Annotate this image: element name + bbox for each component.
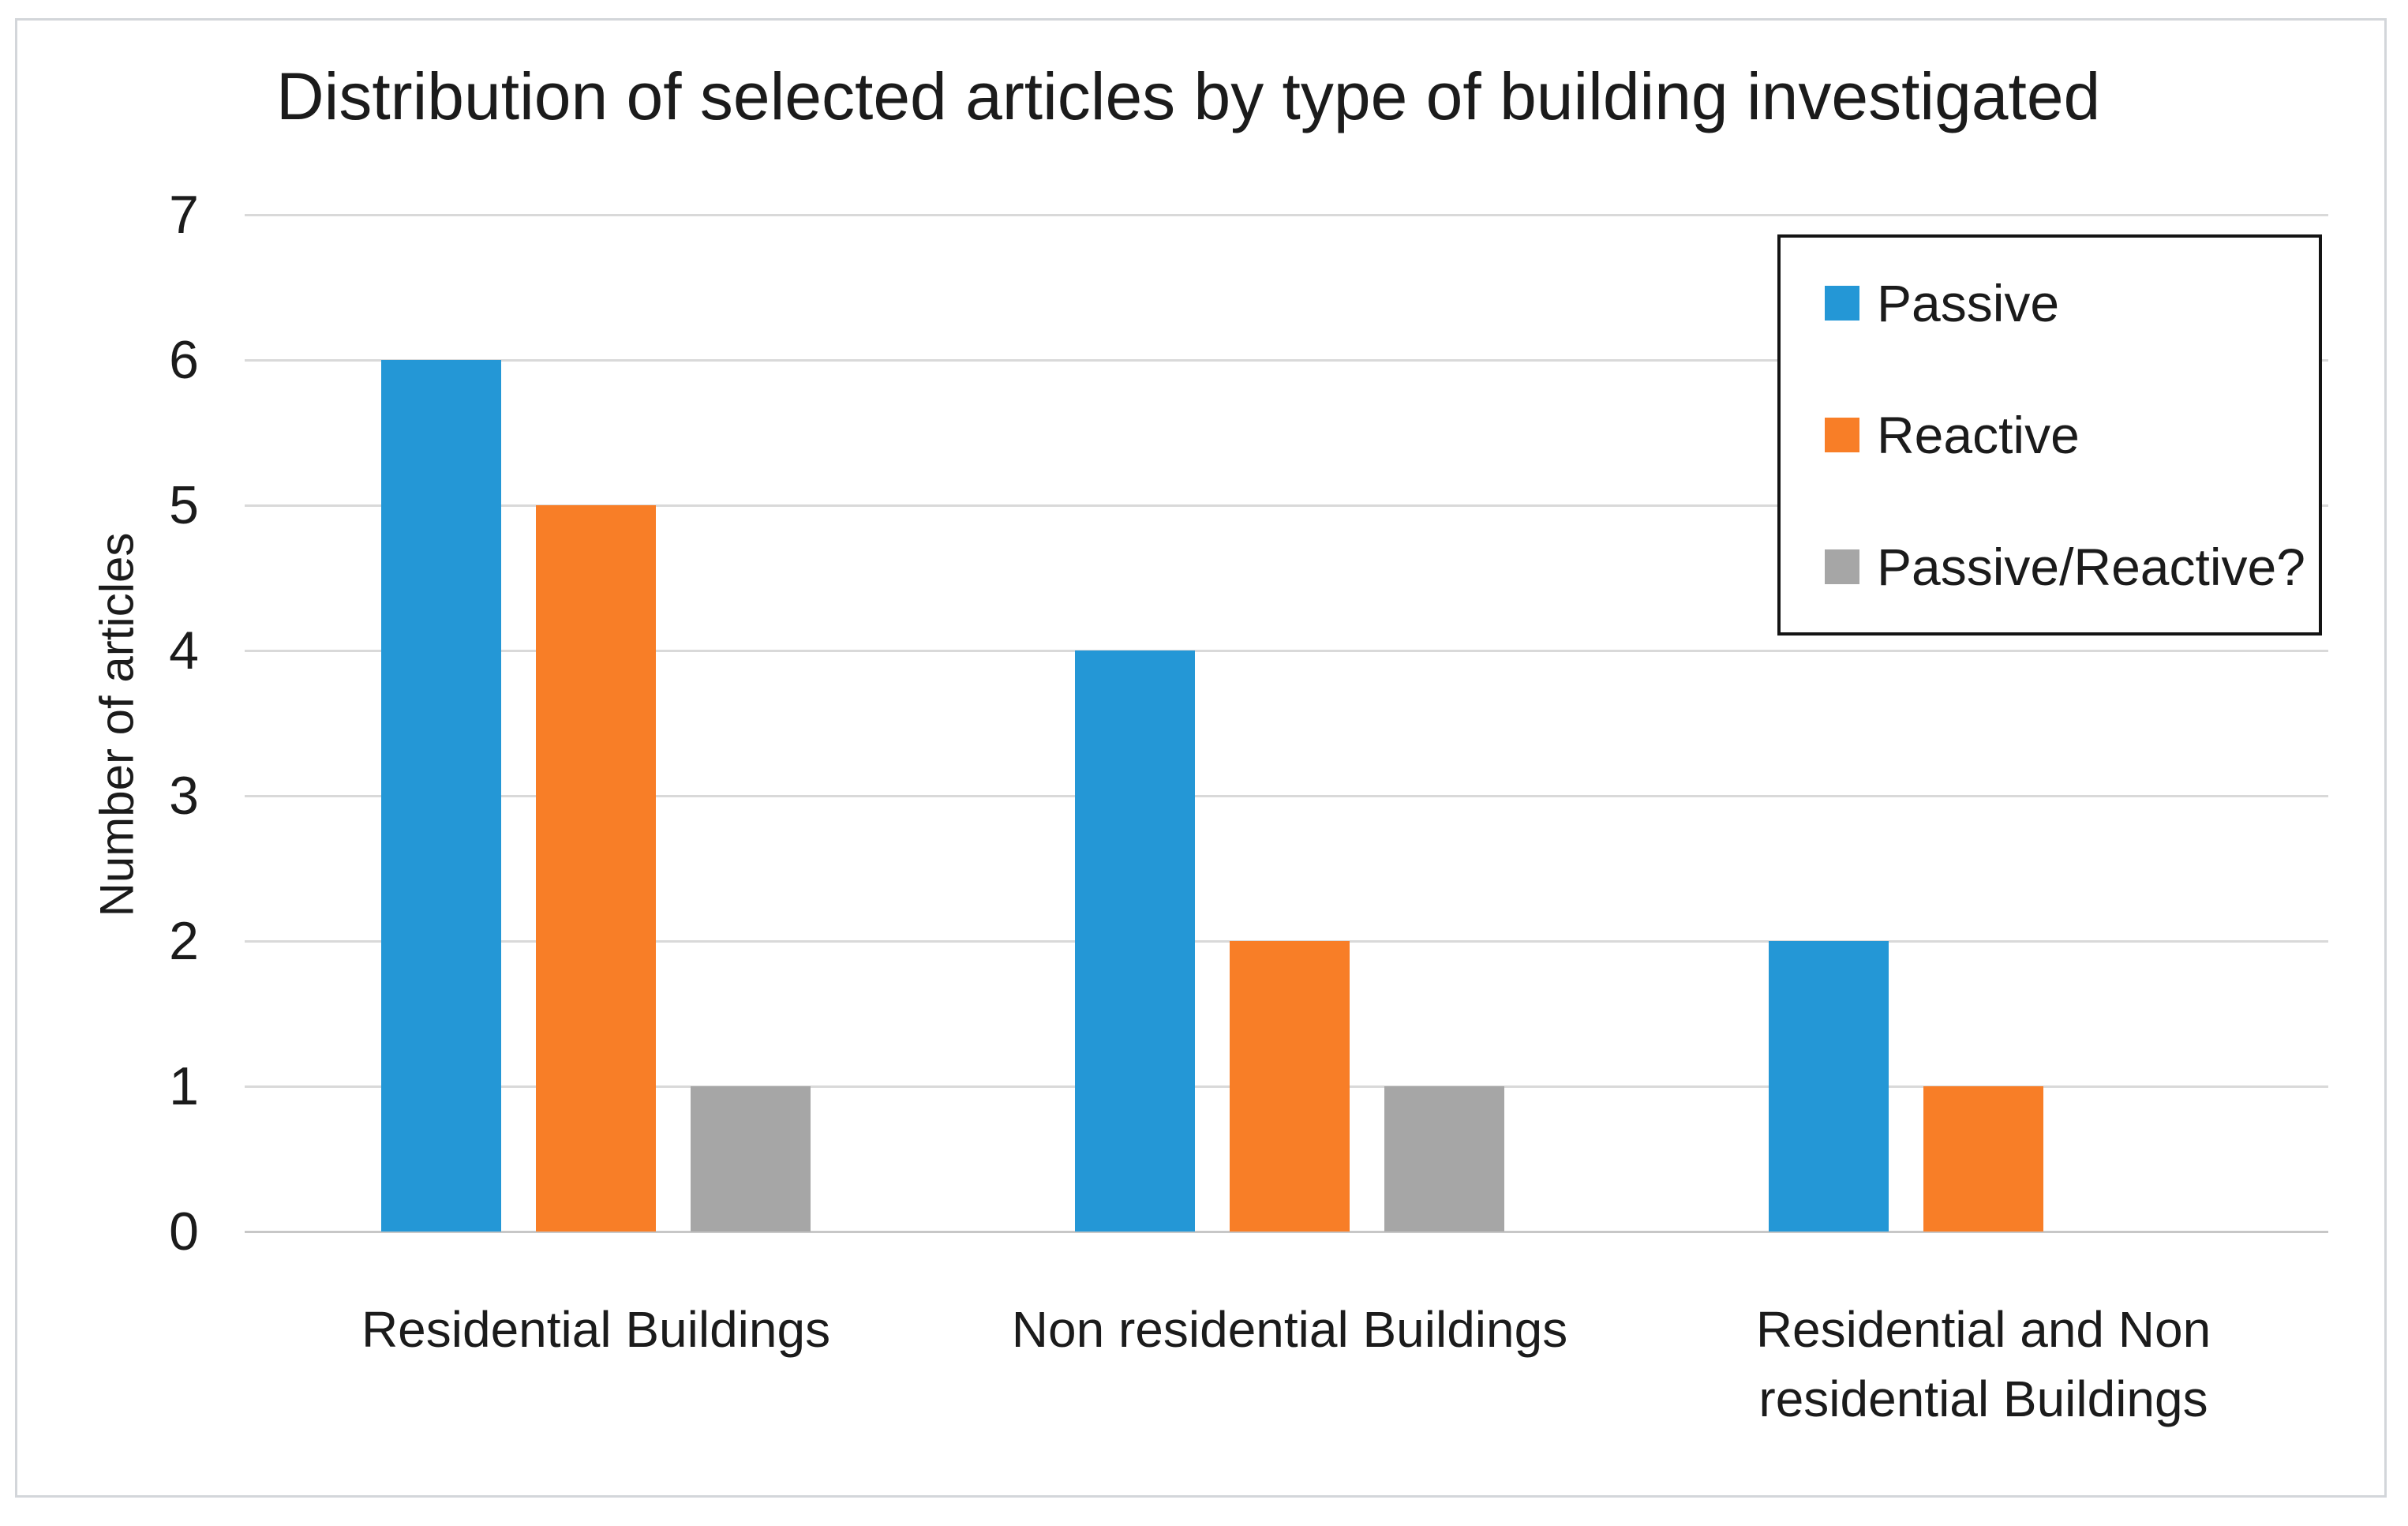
x-category-label: Non residential Buildings — [1011, 1301, 1568, 1358]
legend-swatch-passive — [1825, 286, 1859, 321]
gridline-y3 — [245, 795, 2328, 797]
x-category-label: Residential Buildings — [361, 1301, 831, 1358]
y-tick-label: 5 — [169, 475, 199, 535]
bar-reactive — [536, 505, 656, 1232]
legend-swatch-passive-reactive- — [1825, 549, 1859, 584]
gridline-y7 — [245, 214, 2328, 216]
legend-label: Passive — [1877, 274, 2060, 333]
y-axis-title: Number of articles — [90, 532, 144, 917]
y-tick-label: 7 — [169, 185, 199, 245]
y-tick-label: 4 — [169, 621, 199, 681]
y-tick-label: 1 — [169, 1056, 199, 1116]
y-tick-label: 2 — [169, 911, 199, 971]
bar-reactive — [1923, 1086, 2043, 1232]
y-tick-label: 6 — [169, 330, 199, 390]
legend-item: Reactive — [1825, 405, 2319, 465]
gridline-y6 — [245, 359, 2328, 362]
bar-passive-reactive- — [1384, 1086, 1504, 1232]
gridline-y5 — [245, 504, 2328, 507]
chart-title: Distribution of selected articles by typ… — [276, 59, 2101, 133]
x-category-label: Residential and Non residential Building… — [1755, 1301, 2211, 1427]
gridline-y4 — [245, 650, 2328, 652]
bar-passive — [1769, 941, 1889, 1232]
legend-label: Passive/Reactive? — [1877, 537, 2305, 596]
y-tick-label: 0 — [169, 1202, 199, 1262]
bar-passive — [381, 360, 501, 1232]
bar-passive-reactive- — [691, 1086, 811, 1232]
bar-passive — [1075, 651, 1195, 1232]
legend-swatch-reactive — [1825, 417, 1859, 452]
legend-item: Passive/Reactive? — [1825, 537, 2319, 597]
figure-border — [15, 18, 2387, 1498]
bar-reactive — [1230, 941, 1350, 1232]
y-tick-label: 3 — [169, 766, 199, 826]
legend-item: Passive — [1825, 273, 2319, 333]
gridline-y0 — [245, 1231, 2328, 1233]
legend: Passive Reactive Passive/Reactive? — [1777, 234, 2322, 636]
legend-label: Reactive — [1877, 405, 2080, 464]
